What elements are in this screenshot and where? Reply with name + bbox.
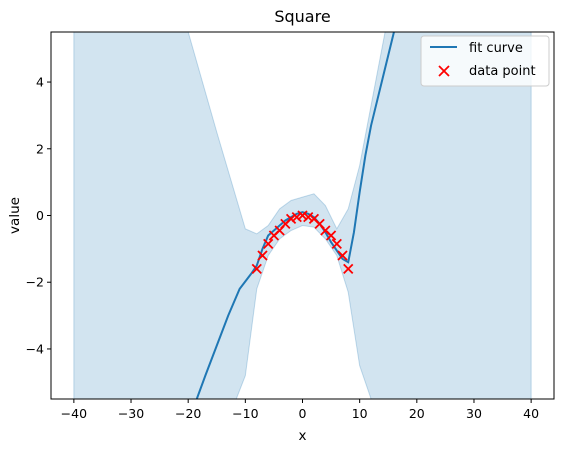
data-point-marker: [257, 250, 268, 261]
x-tick-label: 30: [466, 406, 482, 421]
y-axis-label: value: [7, 197, 23, 234]
x-tick-label: −20: [175, 406, 201, 421]
data-point-marker: [251, 263, 262, 275]
data-point-marker: [343, 263, 354, 275]
data-point-marker: [325, 230, 337, 241]
x-tick-label: −10: [232, 406, 258, 421]
y-tick-label: −2: [26, 275, 44, 290]
data-point-marker: [297, 210, 308, 221]
data-point-marker: [337, 250, 348, 261]
data-point-marker: [291, 212, 302, 223]
data-point-marker: [263, 238, 274, 249]
legend-marker-swatch: [438, 65, 450, 77]
x-axis-label: x: [299, 428, 307, 444]
legend: fit curve data point: [420, 35, 550, 87]
x-tick-label: 10: [352, 406, 368, 421]
legend-label-data-point: data point: [469, 64, 536, 79]
y-axis: −4 −2 0 2 4: [26, 75, 51, 356]
x-axis: −40 −30 −20 −10 0 10 20 30 40: [61, 399, 539, 421]
data-points: [251, 210, 354, 275]
x-tick-label: 0: [299, 406, 307, 421]
x-tick-label: −40: [61, 406, 87, 421]
chart-title: Square: [274, 7, 330, 26]
x-tick-label: 40: [523, 406, 539, 421]
x-tick-label: −30: [118, 406, 144, 421]
y-tick-label: 2: [36, 141, 44, 156]
legend-box: [420, 35, 550, 87]
y-tick-label: 0: [36, 208, 44, 223]
plot-area: [73, 32, 532, 399]
data-point-marker: [331, 238, 342, 249]
legend-label-fit-curve: fit curve: [469, 41, 523, 56]
data-point-marker: [303, 212, 314, 223]
data-point-marker: [285, 213, 297, 224]
y-tick-label: 4: [36, 75, 44, 90]
y-tick-label: −4: [26, 341, 44, 356]
x-tick-label: 20: [409, 406, 425, 421]
